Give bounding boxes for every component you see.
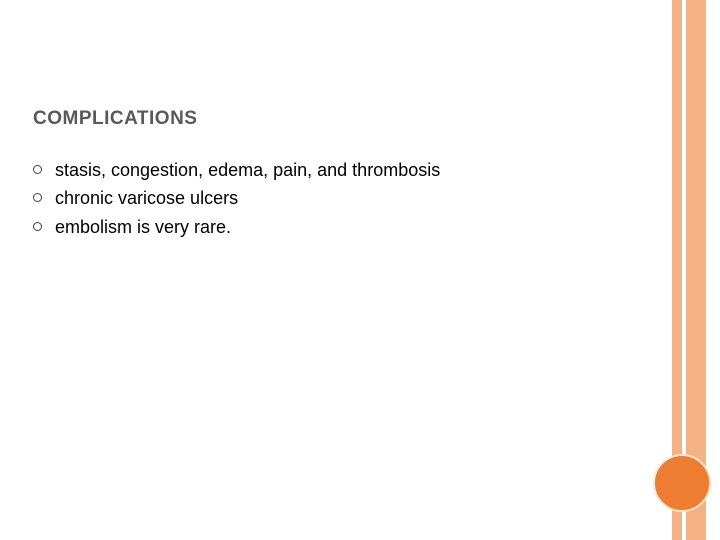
bullet-list: stasis, congestion, edema, pain, and thr… bbox=[33, 158, 620, 243]
bullet-icon bbox=[33, 222, 42, 231]
bullet-icon bbox=[33, 165, 42, 174]
list-item: stasis, congestion, edema, pain, and thr… bbox=[33, 158, 620, 182]
decor-circle-icon bbox=[653, 454, 711, 512]
slide-title: COMPLICATIONS bbox=[33, 108, 197, 130]
list-item: chronic varicose ulcers bbox=[33, 186, 620, 210]
bullet-text: chronic varicose ulcers bbox=[55, 186, 238, 210]
bullet-icon bbox=[33, 193, 42, 202]
list-item: embolism is very rare. bbox=[33, 215, 620, 239]
bullet-text: embolism is very rare. bbox=[55, 215, 231, 239]
bullet-text: stasis, congestion, edema, pain, and thr… bbox=[55, 158, 440, 182]
slide-container: COMPLICATIONS stasis, congestion, edema,… bbox=[0, 0, 720, 540]
